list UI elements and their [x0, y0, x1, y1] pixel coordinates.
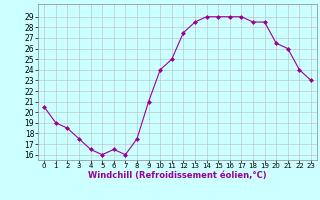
- X-axis label: Windchill (Refroidissement éolien,°C): Windchill (Refroidissement éolien,°C): [88, 171, 267, 180]
